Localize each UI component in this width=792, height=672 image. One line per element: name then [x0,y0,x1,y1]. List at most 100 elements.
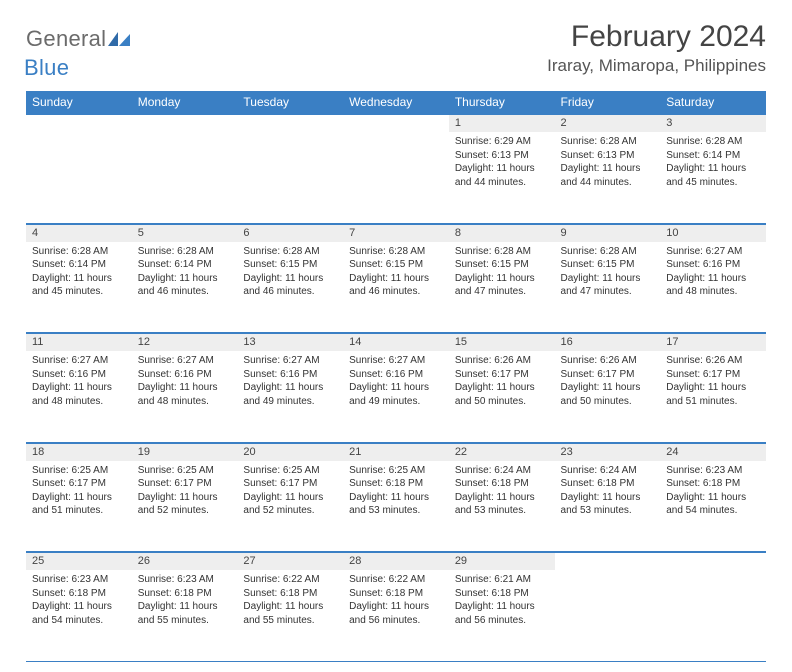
day-number: 12 [132,333,238,351]
day-number: 26 [132,552,238,570]
sunrise-text: Sunrise: 6:28 AM [243,245,337,259]
sunset-text: Sunset: 6:18 PM [32,587,126,601]
daylight-text: Daylight: 11 hours and 55 minutes. [138,600,232,627]
weekday-header: Friday [555,91,661,114]
day-details: Sunrise: 6:26 AMSunset: 6:17 PMDaylight:… [660,351,766,412]
day-details: Sunrise: 6:25 AMSunset: 6:17 PMDaylight:… [26,461,132,522]
day-number: 19 [132,443,238,461]
day-details: Sunrise: 6:28 AMSunset: 6:13 PMDaylight:… [555,132,661,193]
daylight-text: Daylight: 11 hours and 55 minutes. [243,600,337,627]
day-cell: Sunrise: 6:26 AMSunset: 6:17 PMDaylight:… [555,351,661,442]
daylight-text: Daylight: 11 hours and 48 minutes. [666,272,760,299]
day-details: Sunrise: 6:22 AMSunset: 6:18 PMDaylight:… [343,570,449,631]
sunset-text: Sunset: 6:17 PM [138,477,232,491]
day-cell: Sunrise: 6:28 AMSunset: 6:14 PMDaylight:… [660,132,766,223]
day-number-empty [660,552,766,570]
sunrise-text: Sunrise: 6:26 AM [666,354,760,368]
day-cell: Sunrise: 6:25 AMSunset: 6:17 PMDaylight:… [237,461,343,552]
day-number: 6 [237,224,343,242]
logo-word-general: General [26,26,106,51]
day-number: 8 [449,224,555,242]
day-details: Sunrise: 6:28 AMSunset: 6:14 PMDaylight:… [132,242,238,303]
day-number: 1 [449,114,555,132]
day-number: 7 [343,224,449,242]
day-number: 3 [660,114,766,132]
day-details: Sunrise: 6:28 AMSunset: 6:15 PMDaylight:… [449,242,555,303]
day-cell: Sunrise: 6:28 AMSunset: 6:14 PMDaylight:… [132,242,238,333]
day-cell: Sunrise: 6:23 AMSunset: 6:18 PMDaylight:… [26,570,132,661]
day-details: Sunrise: 6:23 AMSunset: 6:18 PMDaylight:… [132,570,238,631]
sunrise-text: Sunrise: 6:23 AM [32,573,126,587]
sunrise-text: Sunrise: 6:28 AM [561,245,655,259]
logo-text-block: General Blue [26,26,130,81]
daylight-text: Daylight: 11 hours and 53 minutes. [455,491,549,518]
daylight-text: Daylight: 11 hours and 54 minutes. [32,600,126,627]
daylight-text: Daylight: 11 hours and 51 minutes. [666,381,760,408]
sunset-text: Sunset: 6:13 PM [561,149,655,163]
day-number: 28 [343,552,449,570]
day-details: Sunrise: 6:28 AMSunset: 6:15 PMDaylight:… [343,242,449,303]
day-cell [132,132,238,223]
day-cell: Sunrise: 6:25 AMSunset: 6:17 PMDaylight:… [132,461,238,552]
sunrise-text: Sunrise: 6:24 AM [561,464,655,478]
day-cell [343,132,449,223]
sunrise-text: Sunrise: 6:27 AM [666,245,760,259]
day-details: Sunrise: 6:28 AMSunset: 6:14 PMDaylight:… [660,132,766,193]
sunset-text: Sunset: 6:13 PM [455,149,549,163]
day-cell: Sunrise: 6:27 AMSunset: 6:16 PMDaylight:… [26,351,132,442]
sunrise-text: Sunrise: 6:24 AM [455,464,549,478]
day-number: 17 [660,333,766,351]
sunset-text: Sunset: 6:18 PM [243,587,337,601]
day-number-empty [132,114,238,132]
calendar-table: SundayMondayTuesdayWednesdayThursdayFrid… [26,91,766,662]
daylight-text: Daylight: 11 hours and 48 minutes. [32,381,126,408]
day-cell: Sunrise: 6:25 AMSunset: 6:17 PMDaylight:… [26,461,132,552]
sunrise-text: Sunrise: 6:27 AM [243,354,337,368]
day-details: Sunrise: 6:23 AMSunset: 6:18 PMDaylight:… [26,570,132,631]
sunset-text: Sunset: 6:18 PM [561,477,655,491]
sunrise-text: Sunrise: 6:29 AM [455,135,549,149]
sunrise-text: Sunrise: 6:28 AM [455,245,549,259]
day-cell: Sunrise: 6:26 AMSunset: 6:17 PMDaylight:… [449,351,555,442]
sunset-text: Sunset: 6:14 PM [138,258,232,272]
day-number: 10 [660,224,766,242]
day-details: Sunrise: 6:24 AMSunset: 6:18 PMDaylight:… [449,461,555,522]
day-number: 16 [555,333,661,351]
day-number: 14 [343,333,449,351]
day-number: 13 [237,333,343,351]
day-cell: Sunrise: 6:28 AMSunset: 6:13 PMDaylight:… [555,132,661,223]
daylight-text: Daylight: 11 hours and 51 minutes. [32,491,126,518]
day-number-empty [26,114,132,132]
sunrise-text: Sunrise: 6:28 AM [561,135,655,149]
brand-logo: General Blue [26,20,130,81]
sunrise-text: Sunrise: 6:27 AM [138,354,232,368]
daylight-text: Daylight: 11 hours and 56 minutes. [455,600,549,627]
month-title: February 2024 [547,20,766,54]
sunset-text: Sunset: 6:17 PM [32,477,126,491]
day-cell: Sunrise: 6:28 AMSunset: 6:15 PMDaylight:… [555,242,661,333]
sunset-text: Sunset: 6:14 PM [32,258,126,272]
sunset-text: Sunset: 6:17 PM [561,368,655,382]
weekday-header: Wednesday [343,91,449,114]
sunset-text: Sunset: 6:17 PM [666,368,760,382]
sunset-text: Sunset: 6:16 PM [138,368,232,382]
day-cell [237,132,343,223]
sunset-text: Sunset: 6:18 PM [138,587,232,601]
day-cell: Sunrise: 6:27 AMSunset: 6:16 PMDaylight:… [237,351,343,442]
day-number: 9 [555,224,661,242]
calendar-page: General Blue February 2024 Iraray, Mimar… [0,0,792,672]
sunrise-text: Sunrise: 6:26 AM [561,354,655,368]
title-block: February 2024 Iraray, Mimaropa, Philippi… [547,20,766,76]
sunrise-text: Sunrise: 6:23 AM [666,464,760,478]
weekday-header: Monday [132,91,238,114]
daylight-text: Daylight: 11 hours and 48 minutes. [138,381,232,408]
day-details: Sunrise: 6:25 AMSunset: 6:17 PMDaylight:… [132,461,238,522]
day-details: Sunrise: 6:22 AMSunset: 6:18 PMDaylight:… [237,570,343,631]
page-header: General Blue February 2024 Iraray, Mimar… [26,20,766,81]
day-number: 11 [26,333,132,351]
sunset-text: Sunset: 6:18 PM [666,477,760,491]
sunset-text: Sunset: 6:18 PM [349,587,443,601]
sunrise-text: Sunrise: 6:27 AM [32,354,126,368]
day-cell: Sunrise: 6:28 AMSunset: 6:15 PMDaylight:… [237,242,343,333]
day-cell: Sunrise: 6:23 AMSunset: 6:18 PMDaylight:… [132,570,238,661]
